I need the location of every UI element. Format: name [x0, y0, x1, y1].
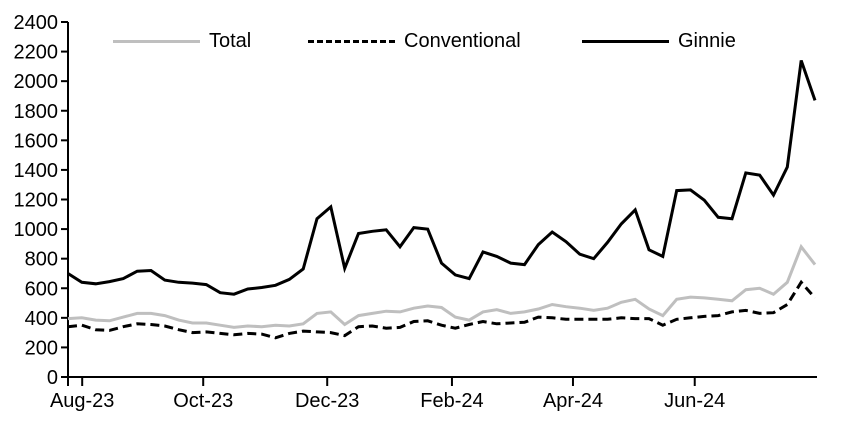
x-axis-tick-label: Jun-24: [664, 390, 725, 412]
series-line-total: [67, 243, 817, 329]
total-line-swatch-icon: [113, 39, 200, 43]
y-axis-tick-label: 1800: [14, 101, 59, 123]
y-axis-tick-label: 600: [25, 278, 58, 300]
x-axis-tick-label: Dec-23: [295, 390, 359, 412]
y-axis-tick-label: 2000: [14, 71, 59, 93]
y-axis-tick-label: 800: [25, 249, 58, 271]
series-line-conventional: [67, 279, 817, 340]
y-axis-tick-label: 200: [25, 337, 58, 359]
legend-item-conventional: Conventional: [308, 29, 521, 53]
legend-label-conventional: Conventional: [404, 30, 521, 52]
y-axis-tick-label: 1400: [14, 160, 59, 182]
x-axis-tick-label: Apr-24: [543, 390, 603, 412]
y-axis-tick-label: 1000: [14, 219, 59, 241]
legend-label-total: Total: [209, 30, 252, 52]
y-axis-tick-label: 2400: [14, 12, 59, 34]
y-axis-tick-label: 400: [25, 308, 58, 330]
x-axis-tick-label: Feb-24: [420, 390, 483, 412]
x-axis-tick-label: Oct-23: [173, 390, 233, 412]
y-axis-tick-label: 1600: [14, 130, 59, 152]
y-axis-tick-label: 1200: [14, 190, 59, 212]
x-axis-tick-label: Aug-23: [50, 390, 115, 412]
y-axis-tick-label: 2200: [14, 42, 59, 64]
legend-item-ginnie: Ginnie: [582, 29, 736, 53]
series-line-ginnie: [67, 60, 817, 296]
ginnie-line-swatch-icon: [582, 39, 669, 43]
legend-label-ginnie: Ginnie: [678, 30, 736, 52]
y-axis-tick-label: 0: [47, 367, 58, 389]
legend-item-total: Total: [113, 29, 251, 53]
conventional-line-swatch-icon: [308, 39, 395, 43]
